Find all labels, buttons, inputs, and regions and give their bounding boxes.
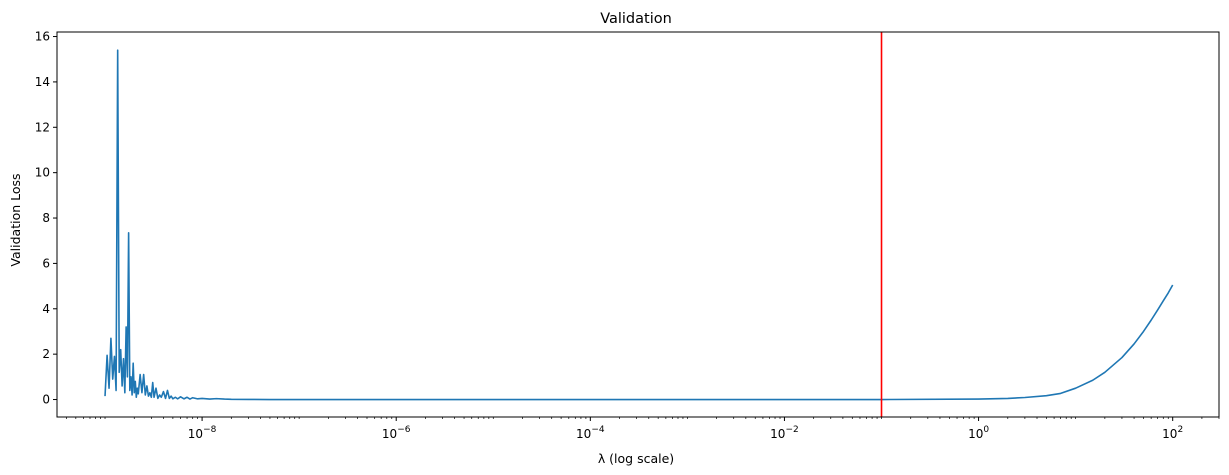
x-tick-label-4: 100 xyxy=(968,425,989,441)
chart-title: Validation xyxy=(600,11,672,27)
y-tick-label-3: 6 xyxy=(42,256,50,270)
y-tick-label-5: 10 xyxy=(35,166,50,180)
y-tick-label-7: 14 xyxy=(35,75,50,89)
x-tick-label-5: 102 xyxy=(1162,425,1183,441)
y-tick-label-4: 8 xyxy=(42,211,50,225)
x-tick-label-3: 10−2 xyxy=(770,425,799,441)
y-tick-label-8: 16 xyxy=(35,30,50,44)
axes-frame xyxy=(56,31,1220,418)
y-tick-label-6: 12 xyxy=(35,120,50,134)
y-axis-label: Validation Loss xyxy=(8,173,23,266)
x-axis-label: λ (log scale) xyxy=(598,451,674,466)
x-tick-label-0: 10−8 xyxy=(188,425,217,441)
x-tick-label-1: 10−6 xyxy=(382,425,411,441)
y-tick-label-2: 4 xyxy=(42,302,50,316)
y-tick-label-0: 0 xyxy=(42,393,50,407)
series-line-0 xyxy=(104,49,1174,401)
plot-area: 0 2 4 6 8 10 12 14 16 10−8 10−6 10−4 10−2 100 102 xyxy=(35,30,1220,441)
x-tick-label-2: 10−4 xyxy=(576,425,605,441)
y-tick-label-1: 2 xyxy=(42,347,50,361)
